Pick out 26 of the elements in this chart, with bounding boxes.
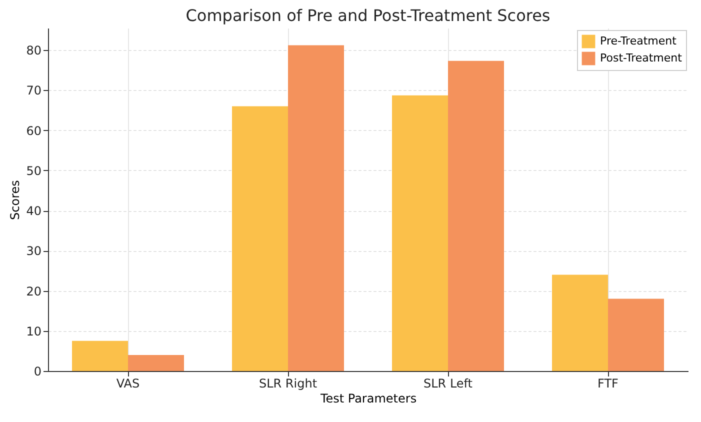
bar <box>392 95 448 371</box>
y-tick-label: 70 <box>26 84 42 98</box>
y-tick-label: 50 <box>26 164 42 178</box>
bar <box>448 60 504 371</box>
y-tick-label: 10 <box>26 324 42 338</box>
chart-title: Comparison of Pre and Post-Treatment Scores <box>186 6 550 25</box>
legend-label: Post-Treatment <box>600 52 683 64</box>
y-tick-label: 60 <box>26 124 42 138</box>
bar <box>232 106 288 371</box>
x-tick-label: FTF <box>598 376 619 390</box>
y-tick-label: 30 <box>26 244 42 258</box>
bar <box>128 354 184 371</box>
y-tick-label: 80 <box>26 44 42 58</box>
bar <box>288 45 344 371</box>
x-tick-label: VAS <box>116 376 140 390</box>
bar <box>552 274 608 371</box>
y-tick-label: 20 <box>26 284 42 298</box>
x-tick-label: SLR Right <box>258 376 318 390</box>
y-tick-label: 40 <box>26 204 42 218</box>
bar <box>72 340 128 371</box>
legend-label: Pre-Treatment <box>600 34 678 48</box>
y-tick-label: 0 <box>34 364 42 378</box>
x-axis-title: Test Parameters <box>319 392 417 406</box>
y-axis-title: Scores <box>8 180 22 220</box>
bar <box>608 298 664 371</box>
x-tick-label: SLR Left <box>423 376 473 390</box>
